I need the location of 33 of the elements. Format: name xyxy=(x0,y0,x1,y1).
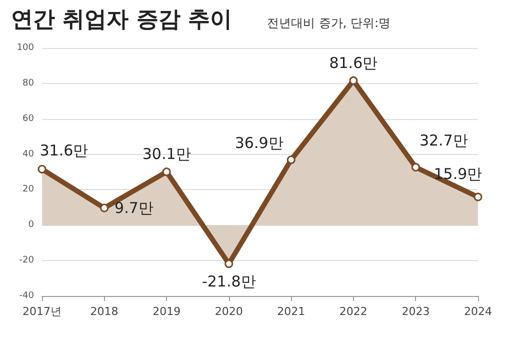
y-tick-label: -40 xyxy=(19,291,34,301)
point xyxy=(411,162,420,172)
point xyxy=(100,204,109,212)
y-tick-label: -20 xyxy=(19,256,34,266)
x-tick-label: 2017년 xyxy=(22,305,62,318)
data-label: 32.7만 xyxy=(419,131,468,150)
point xyxy=(474,192,482,202)
data-label: -21.8만 xyxy=(202,272,256,291)
point xyxy=(38,164,46,174)
point xyxy=(162,168,171,176)
x-tick-label: 2020 xyxy=(214,305,243,318)
y-tick-label: 60 xyxy=(22,114,34,124)
y-tick-label: 100 xyxy=(16,43,34,53)
data-label: 31.6만 xyxy=(40,141,88,160)
point xyxy=(286,156,296,164)
data-label: 9.7만 xyxy=(114,198,154,217)
x-tick-label: 2019 xyxy=(152,305,181,318)
x-tick-label: 2018 xyxy=(90,305,118,318)
data-label: 36.9만 xyxy=(234,134,284,152)
chart-title: 연간 취업자 증감 추이 xyxy=(11,8,232,32)
y-tick-label: 40 xyxy=(22,149,34,160)
data-label: 15.9만 xyxy=(434,165,482,184)
y-tick-label: 20 xyxy=(22,184,34,195)
chart-subtitle: 전년대비 증가, 단위:명 xyxy=(267,16,390,30)
y-tick-label: 80 xyxy=(22,78,34,88)
x-tick-label: 2024 xyxy=(464,305,492,318)
x-tick-label: 2022 xyxy=(339,305,368,318)
x-tick-label: 2021 xyxy=(277,305,306,318)
data-label: 81.6만 xyxy=(329,54,378,72)
y-tick-label: 0 xyxy=(28,220,34,230)
x-tick-label: 2023 xyxy=(402,305,430,318)
point xyxy=(349,76,358,85)
data-label: 30.1만 xyxy=(142,145,191,164)
